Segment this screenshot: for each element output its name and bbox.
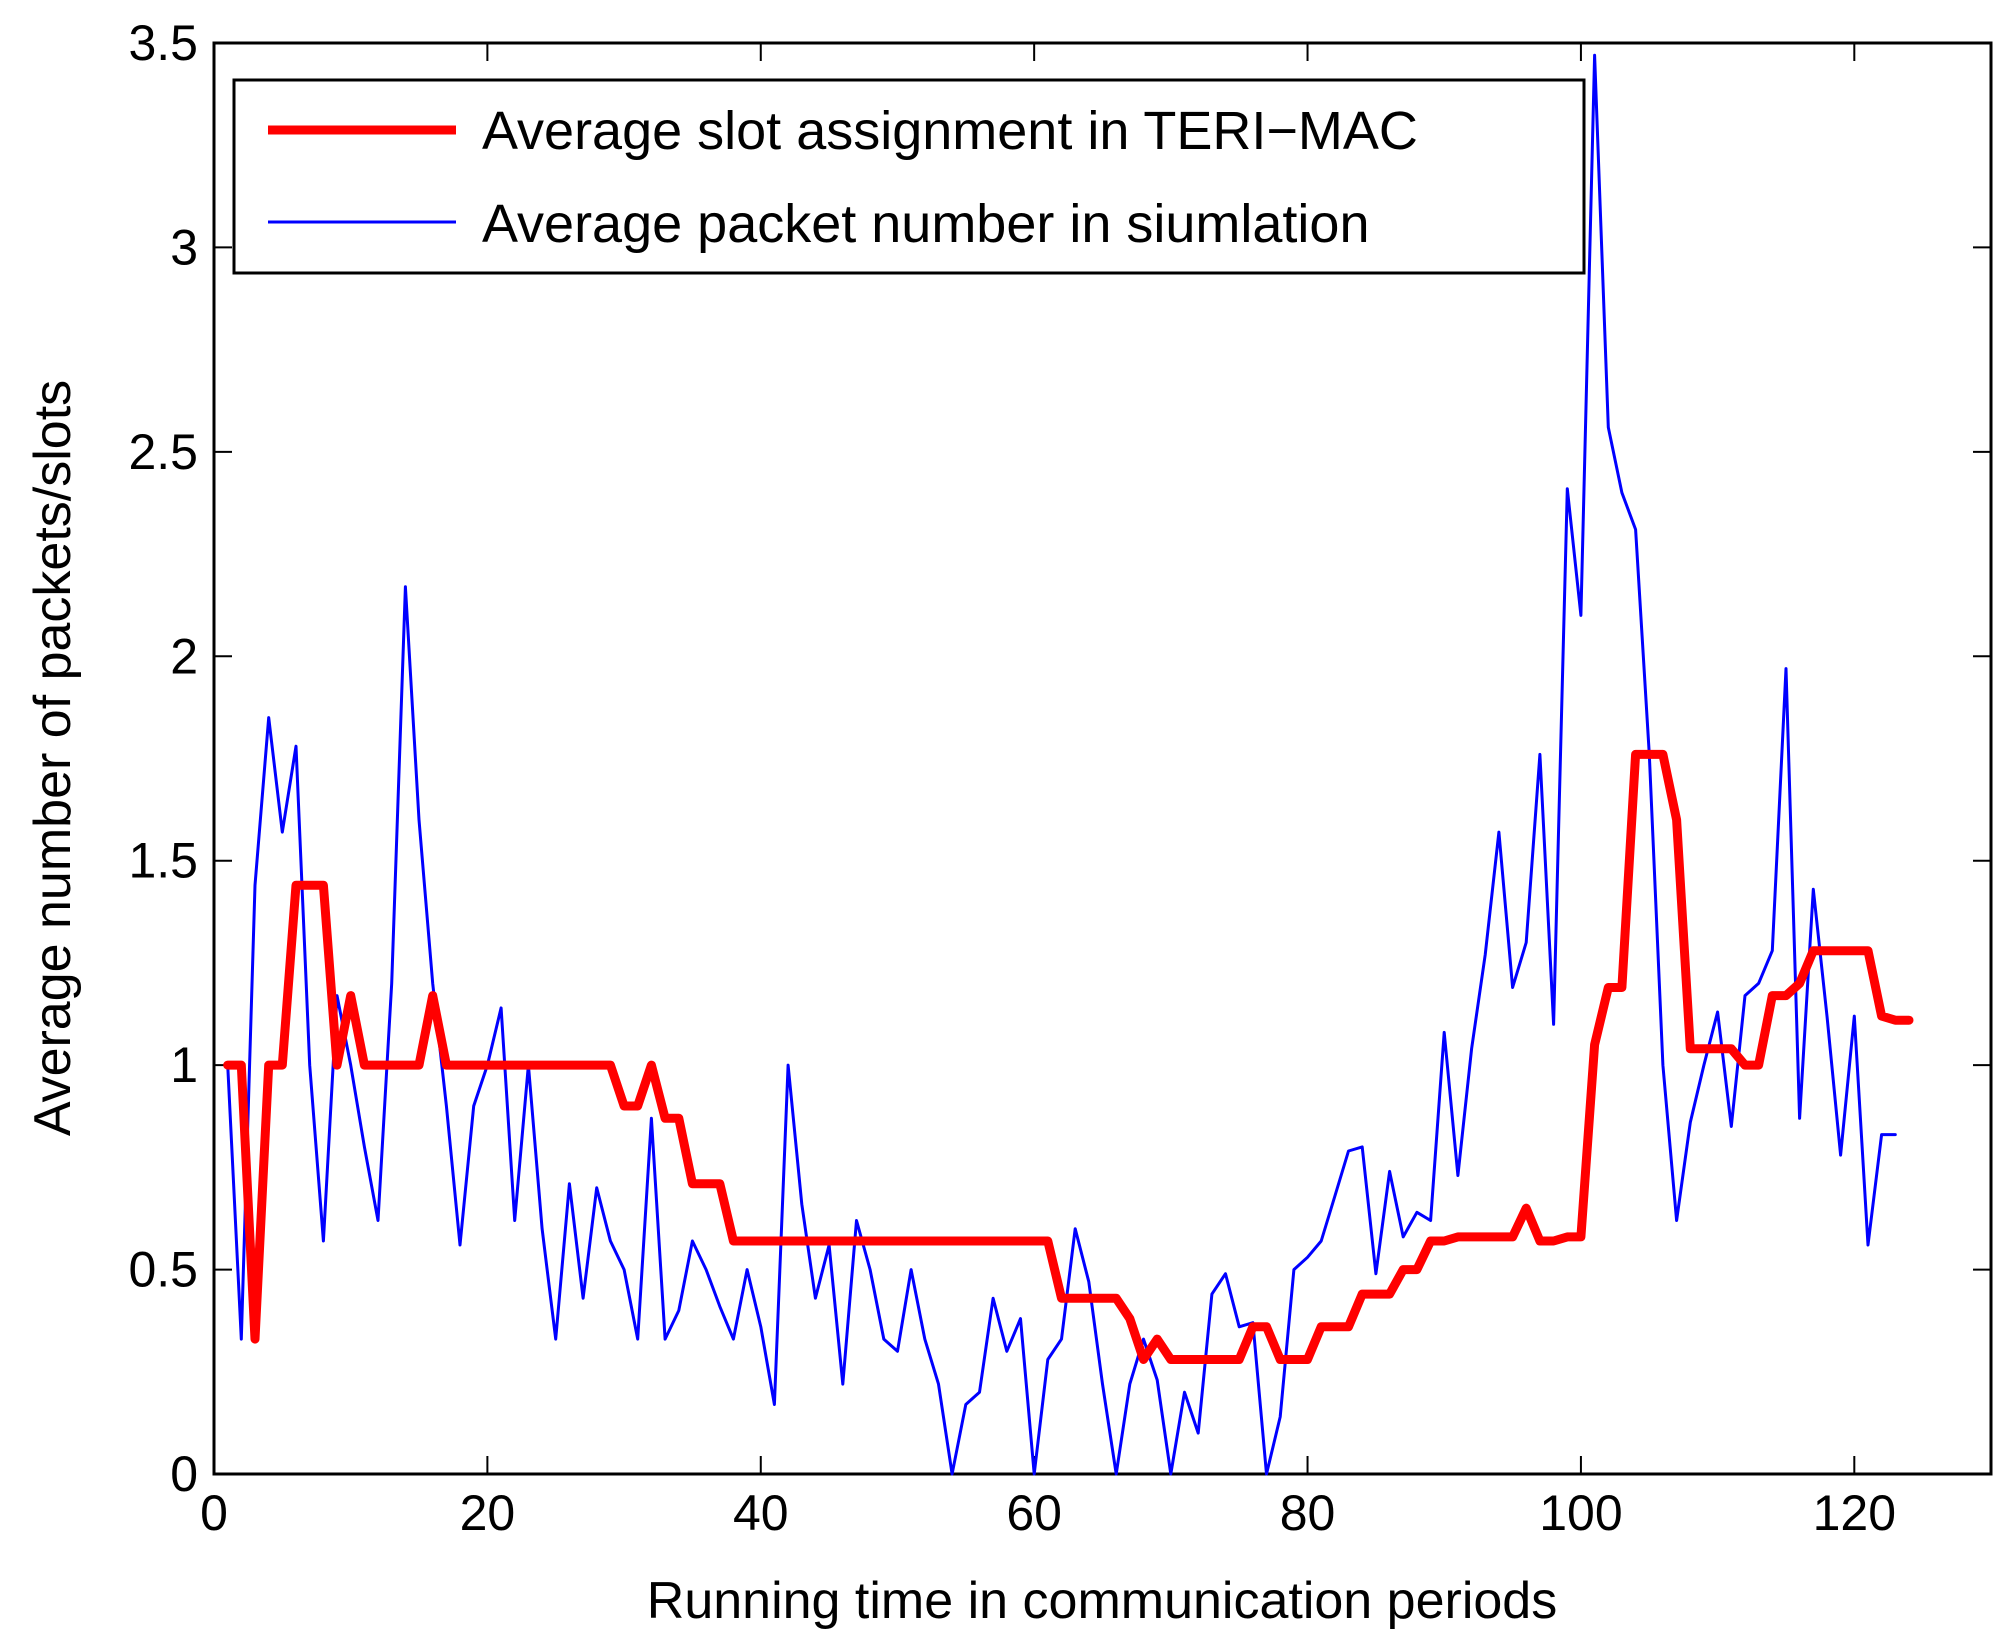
x-tick-label: 80: [1280, 1485, 1336, 1541]
y-tick-label: 3.5: [128, 15, 198, 71]
series-line-packet-number: [226, 53, 1897, 1476]
series-line-slot-assignment: [223, 749, 1914, 1364]
y-tick-label: 1: [170, 1037, 198, 1093]
legend-label-slot-assignment: Average slot assignment in TERI−MAC: [482, 101, 1418, 161]
x-tick-label: 40: [733, 1485, 789, 1541]
y-tick-label: 2.5: [128, 424, 198, 480]
x-axis-title: Running time in communication periods: [647, 1572, 1557, 1630]
plot-area: [212, 41, 1993, 1476]
y-tick-label: 2: [170, 628, 198, 684]
y-tick-label: 0: [170, 1446, 198, 1502]
legend-box: [232, 78, 1586, 275]
y-axis-title: Average number of packets/slots: [24, 380, 82, 1136]
x-tick-label: 60: [1006, 1485, 1062, 1541]
y-tick-label: 0.5: [128, 1242, 198, 1298]
x-tick-label: 0: [200, 1485, 228, 1541]
series-group: [223, 53, 1914, 1476]
legend: Average slot assignment in TERI−MAC Aver…: [232, 78, 1586, 275]
x-tick-label: 100: [1539, 1485, 1622, 1541]
y-axis: 0 0.5 1 1.5 2 2.5 3 3.5: [128, 15, 1991, 1502]
x-tick-label: 20: [460, 1485, 516, 1541]
x-tick-label: 120: [1813, 1485, 1896, 1541]
y-tick-label: 1.5: [128, 833, 198, 889]
y-tick-label: 3: [170, 219, 198, 275]
legend-label-packet-number: Average packet number in siumlation: [482, 194, 1370, 254]
